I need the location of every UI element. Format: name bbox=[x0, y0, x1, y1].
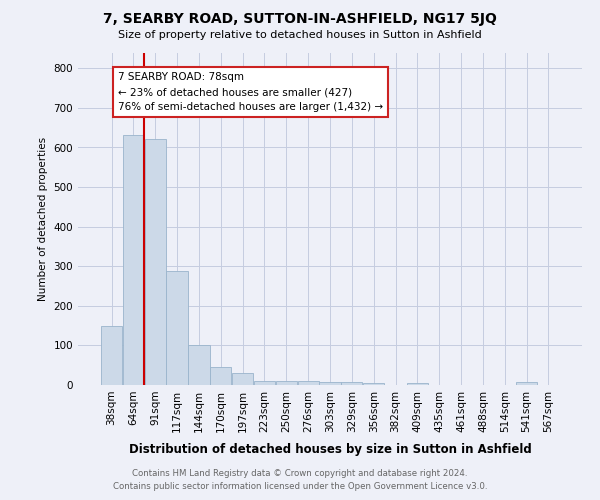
Text: 7 SEARBY ROAD: 78sqm
← 23% of detached houses are smaller (427)
76% of semi-deta: 7 SEARBY ROAD: 78sqm ← 23% of detached h… bbox=[118, 72, 383, 112]
Text: 7, SEARBY ROAD, SUTTON-IN-ASHFIELD, NG17 5JQ: 7, SEARBY ROAD, SUTTON-IN-ASHFIELD, NG17… bbox=[103, 12, 497, 26]
Bar bbox=[232, 372, 253, 385]
Bar bbox=[407, 382, 428, 385]
Bar bbox=[210, 367, 232, 385]
X-axis label: Distribution of detached houses by size in Sutton in Ashfield: Distribution of detached houses by size … bbox=[128, 443, 532, 456]
Bar bbox=[363, 383, 384, 385]
Bar bbox=[101, 326, 122, 385]
Text: Contains HM Land Registry data © Crown copyright and database right 2024.
Contai: Contains HM Land Registry data © Crown c… bbox=[113, 470, 487, 491]
Bar bbox=[123, 135, 144, 385]
Bar bbox=[276, 381, 297, 385]
Bar bbox=[319, 382, 341, 385]
Bar bbox=[341, 382, 362, 385]
Bar bbox=[298, 381, 319, 385]
Bar bbox=[188, 344, 209, 385]
Bar bbox=[166, 270, 188, 385]
Y-axis label: Number of detached properties: Number of detached properties bbox=[38, 136, 48, 301]
Bar bbox=[145, 139, 166, 385]
Bar bbox=[254, 381, 275, 385]
Text: Size of property relative to detached houses in Sutton in Ashfield: Size of property relative to detached ho… bbox=[118, 30, 482, 40]
Bar bbox=[516, 382, 537, 385]
